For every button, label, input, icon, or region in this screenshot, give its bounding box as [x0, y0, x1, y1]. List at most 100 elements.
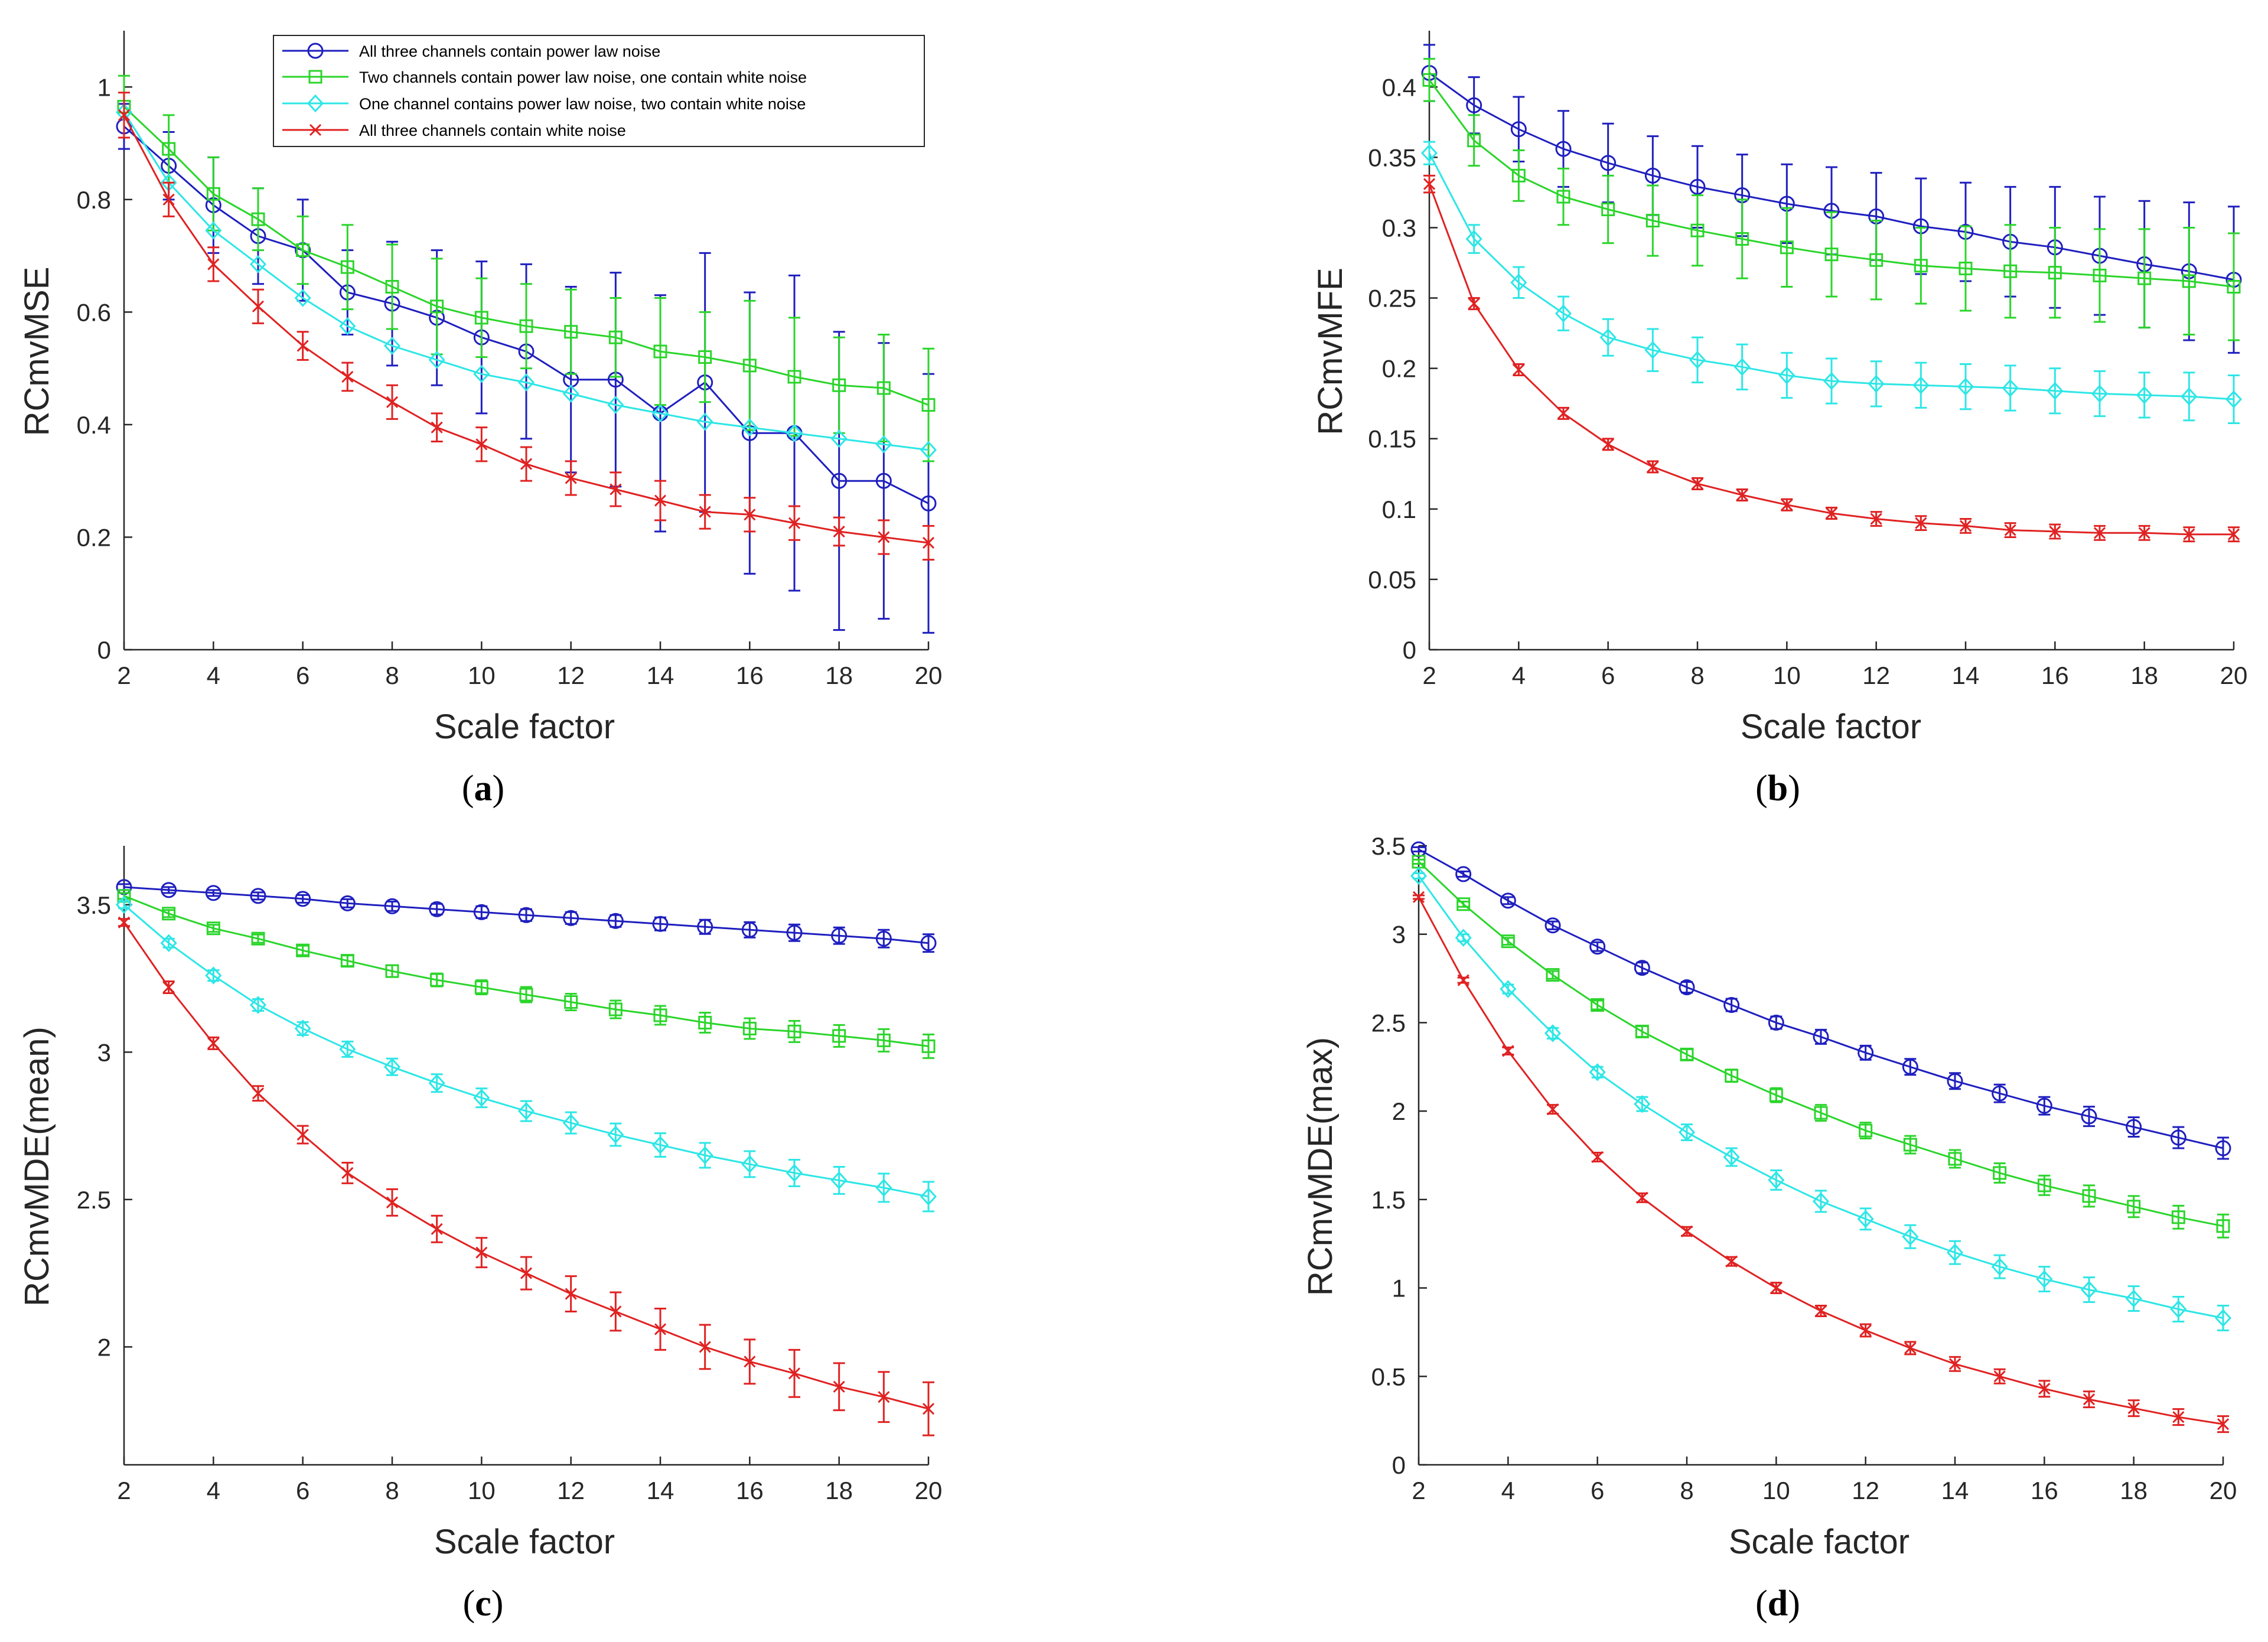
error-bar	[2038, 1096, 2051, 1116]
data-point	[431, 421, 443, 434]
data-point	[1725, 1068, 1739, 1083]
data-point	[1513, 363, 1525, 376]
y-tick-label: 0.1	[1382, 496, 1416, 523]
data-point	[1455, 928, 1472, 947]
data-point	[1644, 341, 1661, 359]
data-point	[2138, 527, 2150, 539]
data-point	[1691, 477, 1704, 490]
legend-marker-x	[309, 123, 322, 136]
data-point	[207, 1037, 220, 1050]
panel-b-xlabel: Scale factor	[1741, 708, 1921, 746]
panel-d-xlabel: Scale factor	[1729, 1523, 1909, 1561]
error-bar	[2038, 1174, 2051, 1196]
error-bar	[833, 1165, 845, 1195]
panel-b-ylabel: RCmvMFE	[1311, 268, 1350, 435]
legend-marker-circle	[307, 43, 324, 59]
error-bar	[386, 1057, 398, 1076]
data-point	[652, 916, 669, 932]
data-point	[1781, 499, 1793, 511]
data-point	[607, 1125, 624, 1144]
data-point	[1859, 1324, 1872, 1337]
data-point	[922, 1403, 935, 1415]
data-point	[475, 438, 488, 451]
data-point	[1870, 513, 1882, 525]
error-bar	[1647, 184, 1659, 257]
panel-c: Scale factor RCmvMDE(mean) (c) 2 4 6 8 10 12 1…	[18, 846, 942, 1624]
data-point	[1825, 507, 1838, 520]
error-bar	[1547, 920, 1559, 930]
data-point	[162, 907, 176, 921]
data-point	[876, 381, 891, 395]
y-tick-label: 0.2	[77, 523, 111, 551]
x-tick-label: 2	[1412, 1477, 1425, 1504]
legend: All three channels contain power law noi…	[273, 35, 925, 147]
data-point	[251, 212, 265, 226]
legend-label: All three channels contain white noise	[359, 122, 626, 139]
x-tick-label: 8	[385, 1477, 399, 1504]
x-tick-label: 4	[207, 1477, 220, 1504]
data-point	[1903, 1138, 1917, 1152]
y-tick-label: 0.8	[77, 186, 111, 214]
data-point	[1557, 407, 1570, 419]
data-point	[2081, 1108, 2097, 1125]
data-point	[475, 1246, 488, 1259]
panel-c-xlabel: Scale factor	[434, 1523, 615, 1561]
data-point	[1814, 1305, 1827, 1317]
data-point	[249, 996, 267, 1014]
data-point	[1680, 1225, 1693, 1237]
data-point	[875, 930, 892, 947]
y-tick-label: 3.5	[77, 891, 111, 919]
data-point	[118, 109, 131, 121]
panel-d: Scale factor RCmvMDE(max) (d) 2 4 6 8 10 12 14…	[1301, 832, 2237, 1624]
error-bar	[341, 954, 354, 967]
data-point	[206, 921, 220, 936]
series-all-white	[1412, 891, 2230, 1434]
data-point	[430, 299, 444, 314]
error-bar	[699, 311, 711, 403]
data-point	[2127, 1200, 2141, 1214]
error-bar	[341, 1040, 354, 1058]
data-point	[207, 258, 220, 271]
data-point	[295, 891, 311, 907]
data-point	[1422, 73, 1436, 87]
data-point	[2170, 1300, 2187, 1318]
data-point	[2003, 264, 2018, 278]
data-point	[386, 396, 399, 408]
data-point	[384, 898, 400, 914]
panel-c-letter: c	[475, 1584, 491, 1624]
error-bar	[207, 969, 220, 982]
data-point	[473, 364, 490, 383]
x-tick-label: 20	[915, 662, 943, 689]
error-bar	[1725, 998, 1738, 1012]
x-tick-label: 2	[117, 662, 131, 689]
data-point	[1768, 1014, 1784, 1031]
data-point	[2136, 386, 2153, 405]
panel-a-ylabel: RCmvMSE	[18, 267, 56, 436]
data-point	[654, 494, 667, 507]
data-point	[921, 398, 936, 412]
data-point	[162, 142, 176, 156]
series-all-white	[1423, 174, 2240, 543]
data-point	[1634, 1094, 1651, 1113]
x-tick-label: 16	[2031, 1477, 2058, 1504]
legend-box	[273, 35, 925, 147]
error-bar	[788, 923, 800, 942]
data-point	[651, 1136, 669, 1154]
data-point	[876, 1033, 891, 1047]
error-bar	[1681, 1123, 1693, 1142]
y-tick-label: 0	[97, 636, 111, 664]
error-bar	[2228, 374, 2240, 425]
error-bar	[744, 1017, 756, 1040]
error-bar	[1736, 198, 1748, 279]
data-point	[741, 1155, 758, 1174]
data-point	[2214, 1309, 2232, 1327]
error-bar	[2183, 372, 2195, 422]
data-point	[831, 473, 848, 489]
data-point	[517, 1102, 535, 1120]
data-point	[2125, 1289, 2142, 1308]
data-point	[1780, 240, 1794, 255]
error-bar	[296, 1021, 309, 1036]
data-point	[2215, 1140, 2231, 1156]
data-point	[340, 260, 354, 274]
data-point	[2183, 528, 2195, 540]
